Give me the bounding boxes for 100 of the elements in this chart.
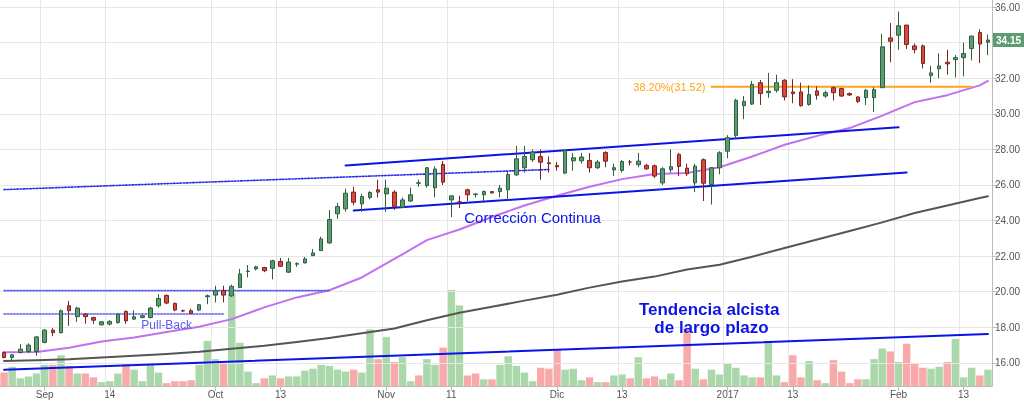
candlestick <box>148 306 153 319</box>
annotation: 34.15 <box>996 34 1022 46</box>
candlestick <box>351 186 356 206</box>
candlestick <box>457 195 462 209</box>
bar <box>634 357 643 386</box>
candlestick <box>758 79 763 106</box>
candlestick <box>506 170 510 201</box>
bar <box>439 347 447 386</box>
candlestick <box>652 164 657 179</box>
bar <box>821 383 830 386</box>
candlestick <box>441 160 445 186</box>
candlestick <box>295 261 299 268</box>
candlestick <box>831 85 836 101</box>
candlestick <box>587 152 592 174</box>
y-tick-label: 22.00 <box>995 250 1021 262</box>
candlestick <box>921 43 925 69</box>
bar <box>122 362 130 386</box>
bar <box>488 379 496 386</box>
candlestick <box>595 159 600 170</box>
candlestick <box>815 85 819 101</box>
series-label: 38.20%(31.52) <box>633 80 706 93</box>
candlestick <box>213 285 218 303</box>
x-tick-label: 14 <box>104 388 116 400</box>
candlestick <box>465 188 470 202</box>
candlestick <box>961 42 966 77</box>
candlestick <box>140 314 145 319</box>
candlestick <box>701 157 706 202</box>
candlestick <box>953 54 958 78</box>
candlestick <box>522 145 527 174</box>
bar <box>349 369 358 386</box>
candlestick <box>376 179 380 198</box>
candlestick <box>864 88 868 106</box>
candlestick <box>173 301 177 312</box>
candlestick <box>693 163 697 193</box>
candlestick <box>929 65 933 84</box>
candlestick <box>498 184 502 198</box>
candlestick <box>416 179 421 188</box>
candlestick <box>34 335 39 357</box>
bar <box>691 368 699 386</box>
candlestick <box>856 95 860 104</box>
bar <box>626 378 634 386</box>
candlestick <box>335 202 340 220</box>
candlestick <box>742 95 746 120</box>
candlestick <box>945 49 950 76</box>
candlestick <box>278 257 283 268</box>
candlestick <box>205 293 210 305</box>
y-tick-label: 30.00 <box>995 108 1021 120</box>
bar <box>268 375 277 386</box>
bar <box>276 378 285 386</box>
bar <box>976 375 984 386</box>
candlestick <box>750 80 754 106</box>
candlestick <box>937 52 941 79</box>
candlestick <box>912 43 917 54</box>
candlestick <box>660 166 665 186</box>
candlestick <box>978 28 982 64</box>
candlestick <box>83 312 88 325</box>
y-tick-label: 32.00 <box>995 72 1021 84</box>
candlestick <box>75 306 80 323</box>
candlestick <box>839 87 844 98</box>
candlestick <box>807 84 811 107</box>
candlestick <box>51 327 55 337</box>
candlestick <box>847 92 852 97</box>
candlestick <box>669 148 673 174</box>
candlestick <box>262 266 267 273</box>
candlestick <box>311 248 315 257</box>
candlestick <box>490 190 494 195</box>
candlestick <box>791 78 795 104</box>
bar <box>602 382 610 386</box>
candlestick <box>360 193 364 213</box>
y-tick-label: 18.00 <box>995 321 1021 333</box>
series-label: Pull-Back <box>141 317 194 332</box>
candlestick <box>571 152 576 172</box>
x-tick-label: 13 <box>957 388 970 400</box>
line-series <box>3 79 989 354</box>
bar <box>886 351 895 386</box>
candlestick <box>246 264 250 278</box>
y-tick-label: 26.00 <box>995 179 1021 191</box>
candlestick <box>67 300 71 327</box>
candlestick <box>717 150 722 175</box>
candlestick <box>59 309 63 335</box>
candlestick <box>270 259 275 280</box>
candlestick <box>823 90 828 99</box>
candlestick <box>343 188 348 213</box>
candlestick <box>197 303 201 312</box>
bar <box>49 364 57 386</box>
candlestick <box>620 159 624 174</box>
candlestick <box>18 343 23 354</box>
candlestick <box>124 309 128 325</box>
candlestick <box>156 293 161 309</box>
y-tick-label: 36.00 <box>995 1 1021 13</box>
candlestick <box>368 190 372 200</box>
bar <box>73 373 81 386</box>
candlestick <box>26 342 31 354</box>
candlestick <box>782 78 787 101</box>
candlestick <box>286 257 291 274</box>
bar <box>813 380 821 386</box>
bar <box>805 361 813 386</box>
candlestick <box>547 156 551 174</box>
candlestick <box>880 33 885 89</box>
candlestick <box>2 350 6 359</box>
